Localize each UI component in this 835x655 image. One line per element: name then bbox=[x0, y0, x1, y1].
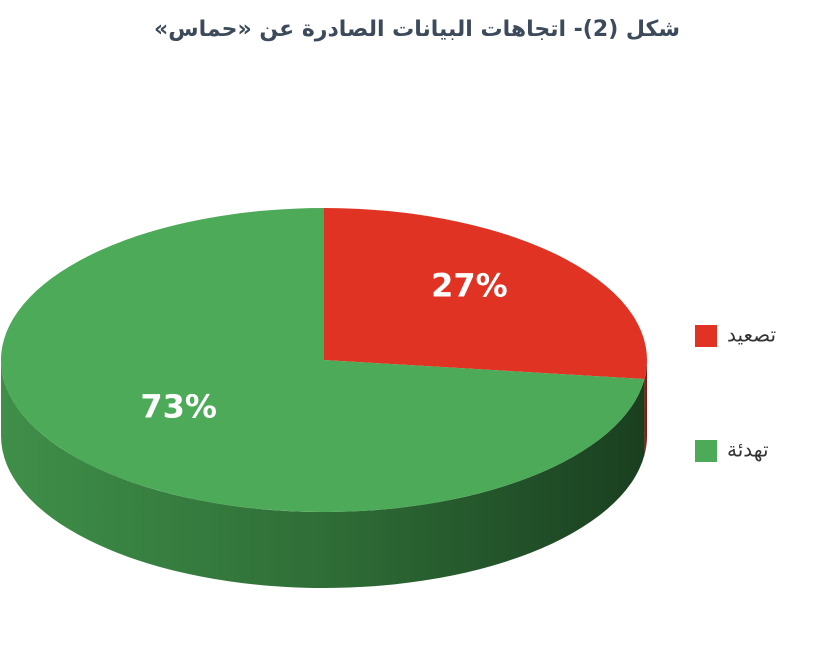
legend-label: تهدئة bbox=[727, 438, 769, 462]
slice-side bbox=[1, 360, 645, 588]
legend-swatch bbox=[695, 325, 717, 347]
legend-swatch bbox=[695, 440, 717, 462]
pie-slice bbox=[1, 208, 645, 513]
pie-slice bbox=[324, 208, 648, 380]
slice-side bbox=[644, 360, 647, 456]
data-label: 27% bbox=[431, 267, 508, 305]
chart-title: شكل (2)- اتجاهات البيانات الصادرة عن «حم… bbox=[154, 17, 680, 42]
legend-label: تصعيد bbox=[727, 323, 776, 347]
data-label: 73% bbox=[140, 387, 217, 425]
